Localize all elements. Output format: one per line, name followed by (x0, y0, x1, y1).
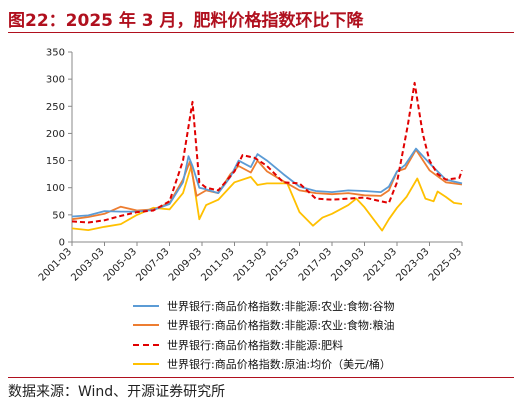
y-tick-label: 300 (46, 75, 65, 86)
y-tick-label: 350 (46, 48, 65, 59)
source-rule (8, 377, 514, 378)
x-tick-label: 2017-03 (297, 246, 334, 283)
legend-label: 世界银行:商品价格指数:非能源:肥料 (167, 338, 344, 352)
legend-item: 世界银行:商品价格指数:非能源:农业:食物:谷物 (133, 296, 395, 316)
x-tick-label: 2011-03 (199, 246, 236, 283)
legend-swatch (133, 324, 159, 327)
y-tick-label: 200 (46, 129, 65, 140)
legend-item: 世界银行:商品价格指数:原油:均价（美元/桶） (133, 355, 395, 375)
legend-swatch (133, 343, 159, 346)
x-tick-label: 2009-03 (167, 246, 204, 283)
series-line-1 (71, 147, 463, 218)
x-tick-label: 2015-03 (264, 246, 301, 283)
legend-label: 世界银行:商品价格指数:非能源:农业:食物:粮油 (167, 319, 395, 333)
chart-legend: 世界银行:商品价格指数:非能源:农业:食物:谷物 世界银行:商品价格指数:非能源:… (133, 296, 395, 374)
chart-title: 图22：2025 年 3 月，肥料价格指数环比下降 (8, 11, 364, 31)
y-tick-label: 0 (59, 238, 65, 249)
legend-swatch (133, 363, 159, 366)
x-tick-label: 2013-03 (232, 246, 269, 283)
y-tick-label: 250 (46, 102, 65, 113)
y-tick-label: 150 (46, 156, 65, 167)
x-tick-label: 2003-03 (69, 246, 106, 283)
legend-label: 世界银行:商品价格指数:原油:均价（美元/桶） (167, 358, 391, 372)
x-tick-label: 2021-03 (362, 246, 399, 283)
legend-swatch (133, 304, 159, 307)
x-tick-label: 2001-03 (37, 246, 74, 283)
legend-label: 世界银行:商品价格指数:非能源:农业:食物:谷物 (167, 299, 395, 313)
x-tick-label: 2025-03 (427, 246, 464, 283)
series-line-3 (71, 81, 463, 224)
legend-item: 世界银行:商品价格指数:非能源:肥料 (133, 335, 395, 355)
y-tick-label: 50 (52, 210, 65, 221)
series-line-4 (71, 165, 463, 232)
x-tick-label: 2005-03 (102, 246, 139, 283)
x-tick-label: 2007-03 (134, 246, 171, 283)
source-note: 数据来源：Wind、开源证券研究所 (8, 384, 226, 400)
x-tick-label: 2019-03 (329, 246, 366, 283)
legend-item: 世界银行:商品价格指数:非能源:农业:食物:粮油 (133, 316, 395, 336)
x-tick-label: 2023-03 (394, 246, 431, 283)
title-rule (8, 32, 514, 33)
y-tick-label: 100 (46, 183, 65, 194)
